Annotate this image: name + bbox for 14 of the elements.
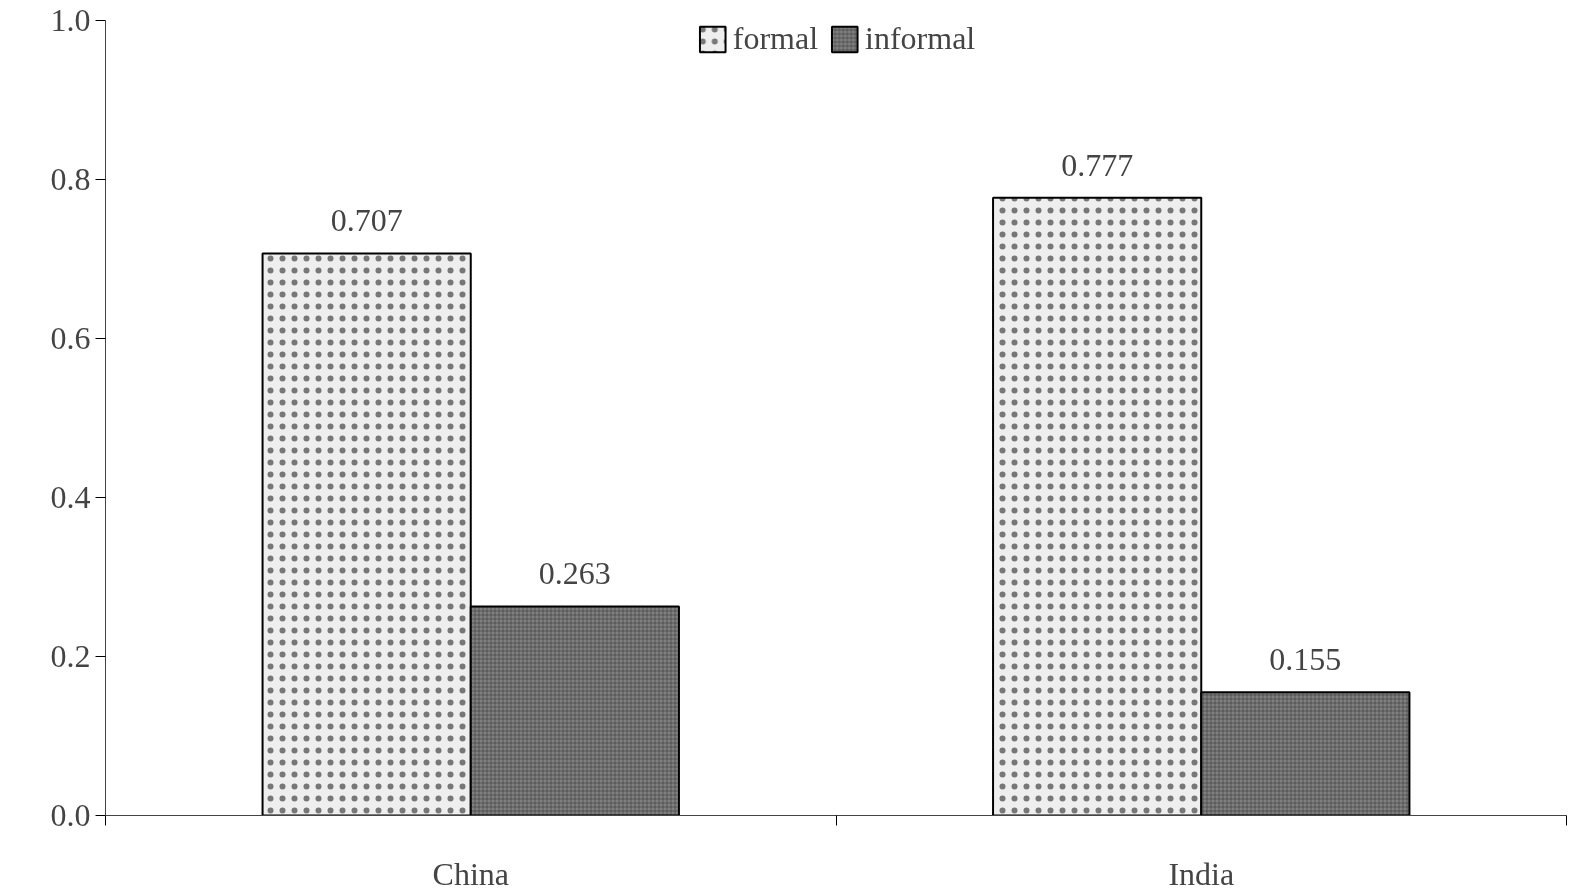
y-tick-label: 1.0 (50, 2, 91, 38)
y-tick-label: 0.2 (50, 638, 91, 674)
y-tick-label: 0.6 (50, 320, 91, 356)
y-tick-label: 0.4 (50, 479, 91, 515)
data-label: 0.707 (330, 202, 403, 239)
y-tick-label: 0.0 (50, 797, 91, 833)
data-label: 0.155 (1269, 641, 1342, 678)
data-label: 0.777 (1061, 146, 1134, 183)
data-label: 0.263 (538, 555, 611, 592)
legend-label: informal (865, 20, 976, 57)
x-tick-label: India (1168, 855, 1235, 892)
y-tick-label: 0.8 (50, 161, 91, 197)
legend-label: formal (732, 20, 819, 57)
x-tick-label: China (432, 855, 509, 892)
